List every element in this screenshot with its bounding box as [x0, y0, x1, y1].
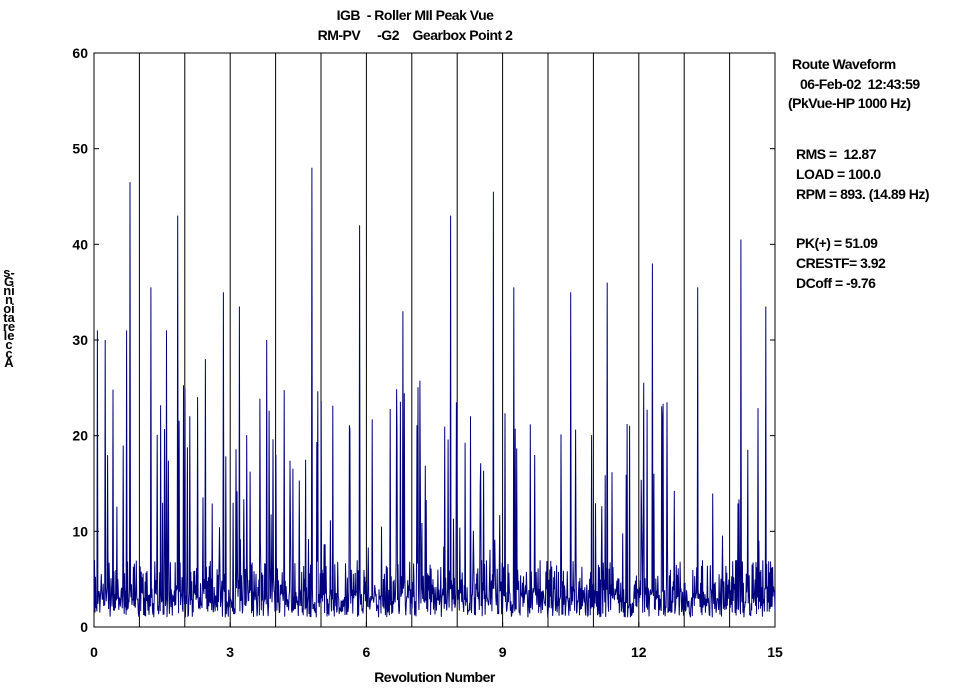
chart-title-line1: IGB - Roller MIl Peak Vue	[336, 7, 494, 23]
y-tick-label: 40	[72, 236, 88, 252]
y-tick-label: 30	[72, 332, 88, 348]
y-tick-label: 20	[72, 428, 88, 444]
x-tick-label: 9	[499, 644, 507, 660]
load-value: LOAD = 100.0	[796, 166, 881, 182]
x-tick-label: 12	[631, 644, 647, 660]
crest-factor-value: CRESTF= 3.92	[796, 255, 886, 271]
waveform-series	[93, 167, 776, 618]
y-tick-label: 50	[72, 141, 88, 157]
waveform-type: Route Waveform	[792, 56, 896, 72]
dc-offset-value: DCoff = -9.76	[796, 275, 876, 291]
pkvue-setting: (PkVue-HP 1000 Hz)	[788, 95, 911, 111]
x-tick-label: 15	[767, 644, 783, 660]
x-tick-label: 6	[363, 644, 371, 660]
plot-frame	[93, 52, 776, 628]
peak-value: PK(+) = 51.09	[796, 235, 878, 251]
y-tick-label: 10	[72, 523, 88, 539]
x-tick-label: 3	[226, 644, 234, 660]
chart-title-line2: RM-PV -G2 Gearbox Point 2	[317, 27, 513, 43]
rms-value: RMS = 12.87	[796, 146, 877, 162]
y-axis-label: s-GninoitareleccA	[2, 265, 16, 370]
rpm-value: RPM = 893. (14.89 Hz)	[796, 186, 930, 202]
measurement-datetime: 06-Feb-02 12:43:59	[800, 76, 920, 92]
y-tick-label: 60	[72, 45, 88, 61]
y-tick-label: 0	[80, 619, 88, 635]
x-tick-label: 0	[90, 644, 98, 660]
x-axis-label: Revolution Number	[374, 669, 496, 685]
